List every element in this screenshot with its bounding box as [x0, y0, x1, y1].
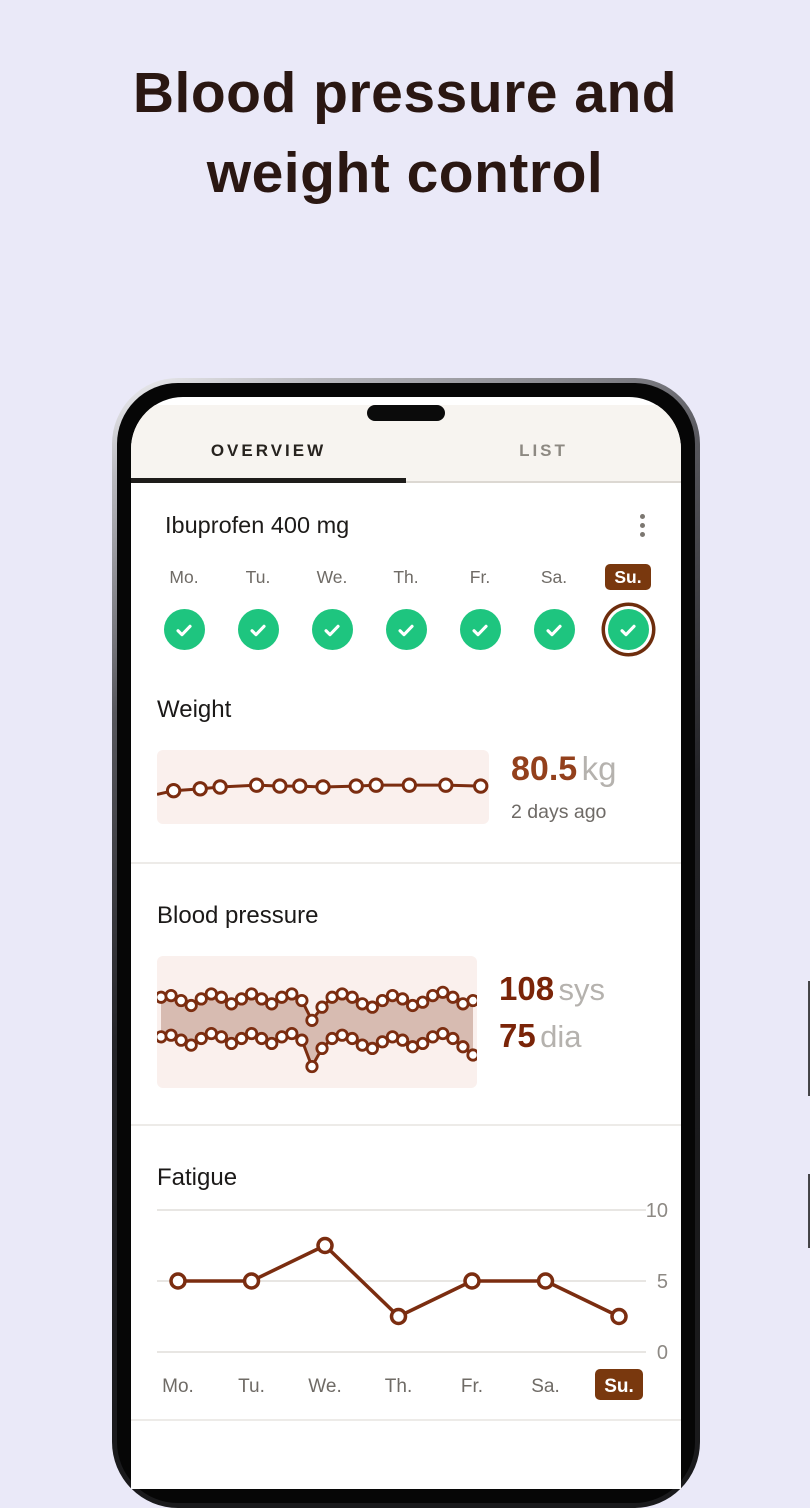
weekday-row: Mo. Tu. We. Th. Fr. Sa. Su. [131, 541, 681, 590]
phone-frame: OVERVIEW LIST Ibuprofen 400 mg Mo. Tu. We.… [112, 378, 700, 1508]
blood-pressure-heading: Blood pressure [157, 902, 319, 929]
check-icon[interactable] [533, 609, 575, 650]
svg-text:10: 10 [646, 1200, 668, 1222]
day-check [295, 609, 369, 650]
day-check [443, 609, 517, 650]
svg-text:Tu.: Tu. [238, 1376, 265, 1397]
selected-day-badge: Su. [605, 564, 651, 590]
day-label: Su. [591, 564, 665, 590]
fatigue-section: Fatigue 10 5 0 Mo. Tu. We. Th. Fr. Sa. Su. [131, 1126, 681, 1405]
blood-pressure-stats: 108 sys 75 dia [499, 970, 605, 1064]
day-label: Tu. [245, 567, 271, 587]
check-icon[interactable] [607, 609, 649, 650]
svg-text:We.: We. [308, 1376, 341, 1397]
tab-overview[interactable]: OVERVIEW [131, 421, 406, 483]
check-icon[interactable] [385, 609, 427, 650]
kebab-menu-icon[interactable] [634, 510, 651, 541]
section-divider [131, 1419, 681, 1421]
page-title: Blood pressure and weight control [0, 54, 810, 214]
dia-label: dia [540, 1019, 582, 1054]
page-title-line1: Blood pressure and [132, 61, 678, 125]
medication-row: Ibuprofen 400 mg [131, 483, 681, 541]
svg-text:Th.: Th. [385, 1376, 412, 1397]
day-label: We. [316, 567, 348, 587]
weight-value: 80.5 [511, 750, 578, 788]
intake-check-row [131, 588, 681, 650]
day-label: Fr. [469, 567, 491, 587]
svg-text:Mo.: Mo. [162, 1376, 194, 1397]
tab-list[interactable]: LIST [519, 441, 568, 460]
volume-button [808, 981, 810, 1096]
tab-bar: OVERVIEW LIST [131, 405, 681, 483]
promo-screenshot: { "page": { "background": "#EAE9F8", "ti… [0, 54, 810, 1508]
svg-text:Su.: Su. [604, 1376, 634, 1397]
day-check [591, 609, 665, 650]
camera-notch [367, 405, 445, 421]
day-label: Th. [393, 567, 419, 587]
weight-unit: kg [581, 750, 617, 787]
weight-chart [156, 750, 489, 824]
sys-label: sys [558, 972, 606, 1007]
page-title-line2: weight control [206, 140, 604, 205]
weight-heading: Weight [157, 696, 232, 723]
svg-text:Sa.: Sa. [531, 1376, 560, 1397]
day-check [221, 609, 295, 650]
check-icon[interactable] [311, 609, 353, 650]
day-label: Sa. [540, 567, 568, 587]
section-divider [131, 1124, 681, 1126]
medication-name: Ibuprofen 400 mg [165, 512, 350, 538]
blood-pressure-chart [154, 956, 480, 1088]
blood-pressure-section: Blood pressure 108 sys 75 dia [131, 864, 681, 1088]
dia-value: 75 [499, 1017, 536, 1054]
power-button [808, 1174, 810, 1248]
day-check [147, 609, 221, 650]
day-check [517, 609, 591, 650]
day-label: Mo. [169, 567, 199, 587]
svg-text:5: 5 [657, 1271, 668, 1293]
weight-stats: 80.5 kg 2 days ago [511, 750, 617, 824]
fatigue-chart: 10 5 0 Mo. Tu. We. Th. Fr. Sa. Su. [157, 1200, 668, 1405]
phone-mockup: OVERVIEW LIST Ibuprofen 400 mg Mo. Tu. We.… [112, 378, 810, 1508]
weight-timestamp: 2 days ago [511, 801, 607, 823]
check-icon[interactable] [459, 609, 501, 650]
fatigue-heading: Fatigue [157, 1164, 238, 1191]
section-divider [131, 862, 681, 864]
day-check [369, 609, 443, 650]
svg-text:Fr.: Fr. [461, 1376, 483, 1397]
phone-bezel: OVERVIEW LIST Ibuprofen 400 mg Mo. Tu. We.… [117, 383, 695, 1503]
weight-section: Weight 80.5 kg 2 days ago [131, 650, 681, 824]
check-icon[interactable] [237, 609, 279, 650]
check-icon[interactable] [163, 609, 205, 650]
svg-text:0: 0 [657, 1342, 668, 1364]
sys-value: 108 [499, 970, 555, 1007]
phone-screen: OVERVIEW LIST Ibuprofen 400 mg Mo. Tu. We.… [131, 397, 681, 1489]
